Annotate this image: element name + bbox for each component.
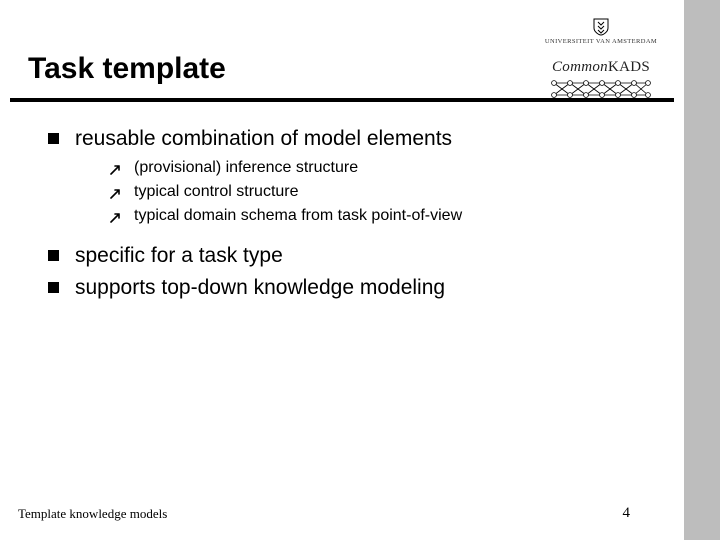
slide-title: Task template — [28, 52, 226, 86]
shield-icon — [593, 18, 609, 36]
l1-text: specific for a task type — [75, 243, 283, 269]
l2-item: typical domain schema from task point-of… — [110, 206, 634, 227]
university-text: UNIVERSITEIT VAN AMSTERDAM — [545, 38, 657, 45]
content-body: reusable combination of model elements (p… — [48, 126, 634, 307]
right-strip — [684, 0, 720, 540]
l2-text: (provisional) inference structure — [134, 158, 358, 179]
l2-list: (provisional) inference structure typical… — [110, 158, 634, 226]
network-icon — [546, 78, 656, 100]
slide-area: UNIVERSITEIT VAN AMSTERDAM CommonKADS — [0, 0, 684, 540]
arrow-bullet-icon — [110, 162, 122, 174]
l1-item: specific for a task type — [48, 243, 634, 269]
title-rule — [10, 98, 674, 102]
l2-text: typical control structure — [134, 182, 299, 203]
l1-text: reusable combination of model elements — [75, 126, 452, 152]
arrow-bullet-icon — [110, 210, 122, 222]
l2-item: typical control structure — [110, 182, 634, 203]
l1-item: supports top-down knowledge modeling — [48, 275, 634, 301]
square-bullet-icon — [48, 133, 59, 144]
l2-text: typical domain schema from task point-of… — [134, 206, 462, 227]
commonkads-text: CommonKADS — [552, 59, 650, 75]
page-number: 4 — [623, 505, 631, 522]
commonkads-prefix: Common — [552, 59, 608, 75]
logo-block: UNIVERSITEIT VAN AMSTERDAM CommonKADS — [536, 18, 666, 105]
square-bullet-icon — [48, 250, 59, 261]
l2-item: (provisional) inference structure — [110, 158, 634, 179]
university-logo: UNIVERSITEIT VAN AMSTERDAM — [545, 18, 657, 45]
l1-item: reusable combination of model elements — [48, 126, 634, 152]
footer-left: Template knowledge models — [18, 506, 167, 522]
square-bullet-icon — [48, 282, 59, 293]
slide-page: UNIVERSITEIT VAN AMSTERDAM CommonKADS — [0, 0, 720, 540]
commonkads-suffix: KADS — [608, 59, 650, 75]
arrow-bullet-icon — [110, 186, 122, 198]
l1-text: supports top-down knowledge modeling — [75, 275, 445, 301]
